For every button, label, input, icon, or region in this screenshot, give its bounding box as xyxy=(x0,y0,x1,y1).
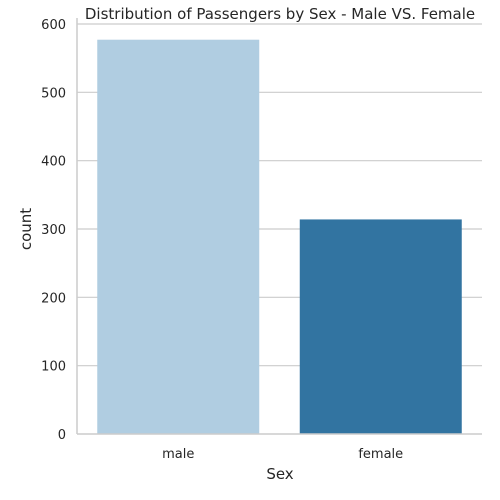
y-tick-label: 200 xyxy=(41,291,66,306)
x-tick-label: female xyxy=(358,447,403,462)
y-tick-label: 400 xyxy=(41,155,66,170)
y-axis: 0 100 200 300 400 500 600 xyxy=(41,18,78,443)
x-axis: male female xyxy=(77,433,482,462)
bar-female xyxy=(299,219,462,434)
bars xyxy=(97,39,462,434)
x-tick-label: male xyxy=(162,447,194,462)
x-axis-label: Sex xyxy=(266,465,293,483)
y-tick-label: 300 xyxy=(41,223,66,238)
y-axis-label: count xyxy=(17,208,35,250)
bar-male xyxy=(97,39,260,434)
y-tick-label: 600 xyxy=(41,18,66,33)
y-tick-label: 500 xyxy=(41,86,66,101)
y-tick-label: 100 xyxy=(41,360,66,375)
y-tick-label: 0 xyxy=(58,428,66,443)
chart-title: Distribution of Passengers by Sex - Male… xyxy=(85,5,475,23)
